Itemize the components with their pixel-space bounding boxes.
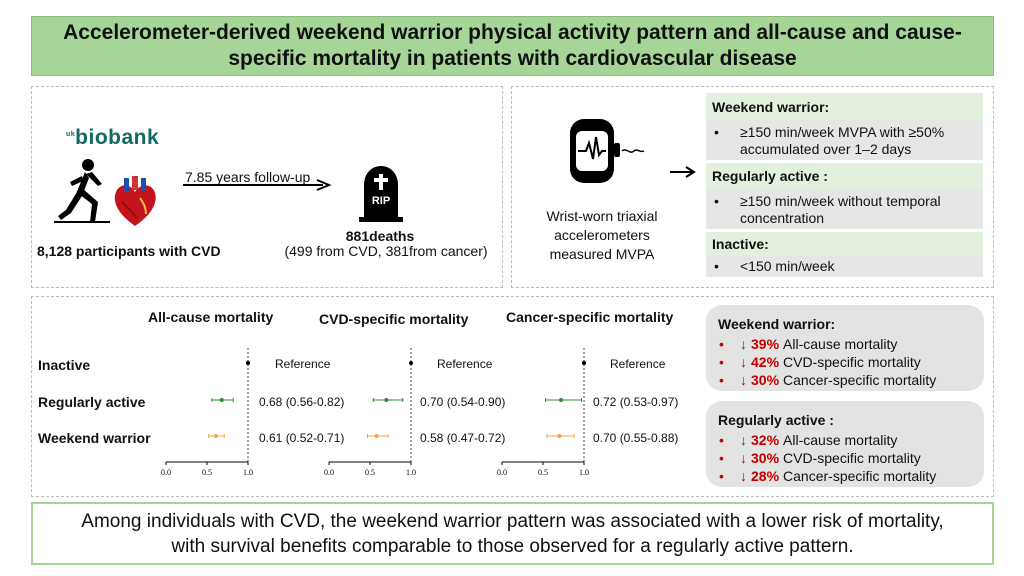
- reduction-pct: 39%: [751, 335, 779, 353]
- bullet: •: [718, 431, 740, 449]
- pattern-arrow: [668, 165, 698, 179]
- deaths-count: 881deaths: [310, 228, 450, 244]
- x-tick-label: 0.0: [161, 468, 171, 477]
- hazard-ratio-point: [582, 361, 586, 365]
- reduction-pct: 32%: [751, 431, 779, 449]
- bullet: •: [712, 193, 740, 227]
- value-label: 0.61 (0.52-0.71): [259, 431, 344, 445]
- x-tick-label: 1.0: [406, 468, 416, 477]
- bullet: •: [718, 467, 740, 485]
- logo-text: biobank: [75, 126, 159, 149]
- pattern-weekend-warrior-title: Weekend warrior:: [706, 93, 983, 120]
- deaths-breakdown: (499 from CVD, 381from cancer): [266, 243, 506, 259]
- down-arrow-icon: ↓: [740, 371, 747, 389]
- x-tick-label: 0.5: [365, 468, 375, 477]
- outcome-text: Cancer-specific mortality: [783, 371, 936, 389]
- value-label: 0.70 (0.55-0.88): [593, 431, 678, 445]
- down-arrow-icon: ↓: [740, 449, 747, 467]
- hazard-ratio-point: [220, 398, 224, 402]
- bullet: •: [718, 371, 740, 389]
- pattern-inactive-desc: • <150 min/week: [706, 256, 983, 277]
- x-tick-label: 0.0: [497, 468, 507, 477]
- participants-label: 8,128 participants with CVD: [37, 243, 221, 259]
- smartwatch-icon: [556, 115, 646, 187]
- pattern-desc-text: ≥150 min/week without temporal concentra…: [740, 193, 977, 227]
- down-arrow-icon: ↓: [740, 467, 747, 485]
- hazard-ratio-point: [214, 434, 218, 438]
- x-tick-label: 0.0: [324, 468, 334, 477]
- value-label: Reference: [275, 357, 330, 371]
- summary-weekend-warrior: Weekend warrior: • ↓ 39% All-cause mortalit…: [706, 305, 984, 391]
- pattern-weekend-warrior-desc: • ≥150 min/week MVPA with ≥50% accumulate…: [706, 120, 983, 160]
- conclusion-box: Among individuals with CVD, the weekend …: [31, 502, 994, 565]
- tombstone-icon: RIP: [356, 163, 406, 223]
- pattern-desc-text: ≥150 min/week MVPA with ≥50% accumulated…: [740, 124, 977, 158]
- value-label: 0.68 (0.56-0.82): [259, 395, 344, 409]
- hazard-ratio-point: [384, 398, 388, 402]
- pattern-regularly-active-title: Regularly active :: [706, 163, 983, 189]
- outcome-text: CVD-specific mortality: [783, 449, 921, 467]
- outcome-text: All-cause mortality: [783, 431, 897, 449]
- value-label: Reference: [610, 357, 665, 371]
- value-label: 0.70 (0.54-0.90): [420, 395, 505, 409]
- followup-arrow: [183, 178, 333, 192]
- value-label: Reference: [437, 357, 492, 371]
- reduction-pct: 30%: [751, 449, 779, 467]
- x-tick-label: 0.5: [202, 468, 212, 477]
- bullet: •: [718, 449, 740, 467]
- hazard-ratio-point: [246, 361, 250, 365]
- bullet: •: [718, 335, 740, 353]
- hazard-ratio-point: [409, 361, 413, 365]
- summary-regularly-active: Regularly active : • ↓ 32% All-cause mortal…: [706, 401, 984, 487]
- pattern-desc-text: <150 min/week: [740, 258, 835, 275]
- hazard-ratio-point: [375, 434, 379, 438]
- summary-title: Weekend warrior:: [718, 315, 972, 333]
- heart-icon: [110, 174, 160, 228]
- value-label: 0.58 (0.47-0.72): [420, 431, 505, 445]
- reduction-pct: 42%: [751, 353, 779, 371]
- value-label: 0.72 (0.53-0.97): [593, 395, 678, 409]
- uk-biobank-logo: ukbiobank: [66, 126, 159, 150]
- bullet: •: [712, 124, 740, 158]
- summary-title: Regularly active :: [718, 411, 972, 429]
- runner-icon: [52, 158, 110, 224]
- pattern-inactive-title: Inactive:: [706, 232, 983, 256]
- rip-text: RIP: [372, 195, 390, 207]
- down-arrow-icon: ↓: [740, 335, 747, 353]
- reduction-pct: 28%: [751, 467, 779, 485]
- outcome-text: CVD-specific mortality: [783, 353, 921, 371]
- down-arrow-icon: ↓: [740, 353, 747, 371]
- bullet: •: [712, 258, 740, 275]
- hazard-ratio-point: [559, 398, 563, 402]
- x-tick-label: 1.0: [243, 468, 253, 477]
- pattern-regularly-active-desc: • ≥150 min/week without temporal concentr…: [706, 189, 983, 229]
- outcome-text: All-cause mortality: [783, 335, 897, 353]
- hazard-ratio-point: [557, 434, 561, 438]
- x-tick-label: 0.5: [538, 468, 548, 477]
- logo-prefix: uk: [66, 131, 75, 138]
- wrist-accelerometer-label: Wrist-worn triaxial accelerometers measu…: [528, 207, 676, 264]
- x-tick-label: 1.0: [579, 468, 589, 477]
- main-title: Accelerometer-derived weekend warrior ph…: [31, 16, 994, 76]
- down-arrow-icon: ↓: [740, 431, 747, 449]
- bullet: •: [718, 353, 740, 371]
- outcome-text: Cancer-specific mortality: [783, 467, 936, 485]
- reduction-pct: 30%: [751, 371, 779, 389]
